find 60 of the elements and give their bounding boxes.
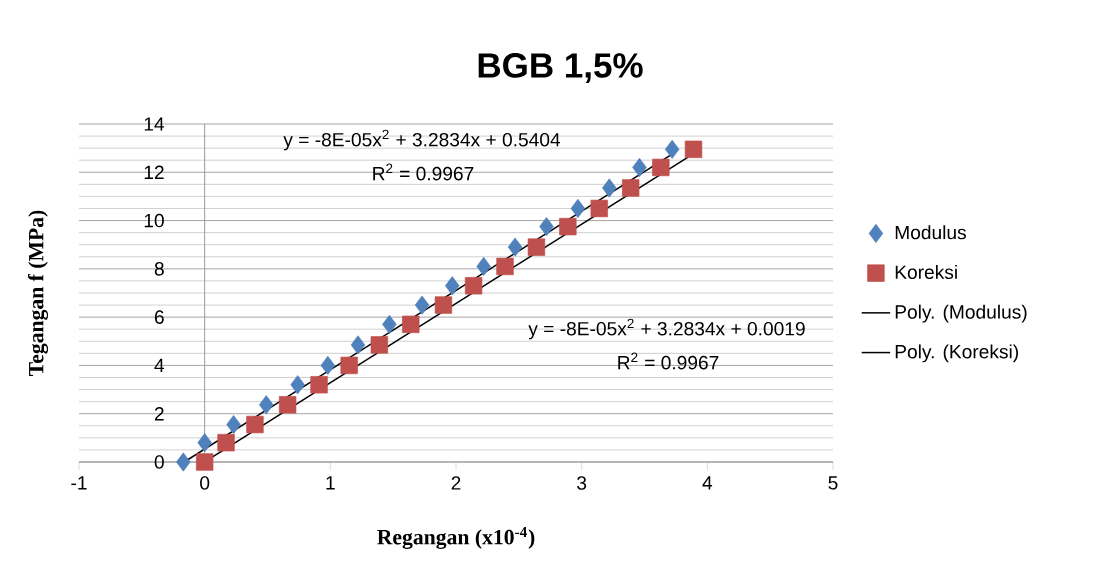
- x-tick-label: 5: [828, 476, 838, 490]
- legend-label: Poly. (Modulus): [895, 304, 1027, 323]
- point: [445, 276, 460, 296]
- legend-label: Koreksi: [895, 264, 957, 280]
- legend-label: Modulus: [895, 225, 966, 240]
- point: [402, 315, 420, 334]
- y-tick-label: 12: [144, 165, 164, 179]
- point: [278, 396, 297, 414]
- point: [259, 395, 274, 415]
- point: [539, 217, 554, 237]
- point: [622, 179, 640, 197]
- y-tick-label: 2: [154, 407, 164, 421]
- point: [370, 336, 389, 354]
- point: [226, 415, 241, 435]
- point: [496, 257, 514, 276]
- x-tick-label: 0: [200, 476, 210, 490]
- y-axis-title: Tegangan f (MPa): [27, 210, 49, 376]
- point: [340, 356, 358, 375]
- y-tick-label: 4: [154, 358, 165, 373]
- point: [414, 295, 430, 315]
- x-tick-label: 2: [451, 476, 461, 490]
- legend-label: Poly. (Koreksi): [895, 344, 1018, 363]
- point: [217, 434, 235, 452]
- y-tick-label: 14: [144, 117, 165, 131]
- point: [476, 256, 491, 276]
- y-tick-label: 0: [154, 455, 164, 469]
- point: [507, 237, 523, 257]
- y-tick-label: 8: [154, 262, 164, 276]
- annotation: y = -8E-05x$^{2}$ + 3.2834x + 0.5404: [283, 129, 561, 151]
- x-tick-label: 4: [702, 476, 713, 490]
- point: [176, 452, 191, 472]
- point: [434, 296, 453, 314]
- point: [464, 277, 483, 295]
- x-axis-title: Regangan (x10$^{-4}$): [377, 526, 535, 549]
- point: [527, 238, 546, 256]
- point: [684, 140, 703, 159]
- annotation: R$^{2}$ = 0.9967: [373, 163, 474, 181]
- point: [570, 198, 586, 218]
- point: [652, 158, 670, 177]
- y-tick-label: 6: [154, 310, 164, 324]
- y-tick-label: 10: [144, 213, 164, 228]
- point: [664, 139, 680, 159]
- point: [350, 335, 366, 355]
- annotation: y = -8E-05x$^{2}$ + 3.2834x + 0.0019: [528, 318, 805, 340]
- x-tick-label: -1: [71, 476, 87, 490]
- point: [196, 453, 214, 471]
- point: [632, 157, 647, 177]
- point: [559, 217, 577, 236]
- point: [602, 178, 617, 198]
- annotation: R$^{2}$ = 0.9967: [618, 352, 719, 370]
- point: [310, 376, 328, 394]
- point: [246, 415, 264, 434]
- point: [320, 355, 336, 375]
- x-tick-label: 3: [577, 476, 587, 490]
- point: [590, 199, 608, 218]
- point: [197, 433, 212, 453]
- point: [382, 314, 397, 334]
- x-tick-label: 1: [326, 476, 335, 490]
- chart-title: BGB 1,5%: [478, 53, 643, 83]
- point: [290, 375, 305, 395]
